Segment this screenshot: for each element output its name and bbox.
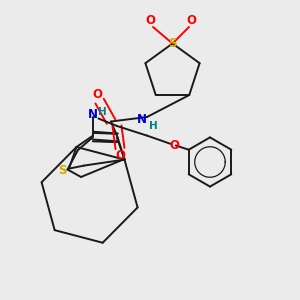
Text: O: O (115, 148, 125, 162)
Text: N: N (88, 108, 98, 121)
Text: O: O (186, 14, 197, 28)
Text: O: O (146, 14, 156, 28)
Text: H: H (148, 121, 158, 131)
Text: H: H (98, 106, 106, 117)
Text: O: O (169, 139, 180, 152)
Text: O: O (92, 88, 102, 101)
Text: S: S (168, 37, 177, 50)
Text: N: N (136, 113, 147, 126)
Text: S: S (58, 164, 67, 178)
